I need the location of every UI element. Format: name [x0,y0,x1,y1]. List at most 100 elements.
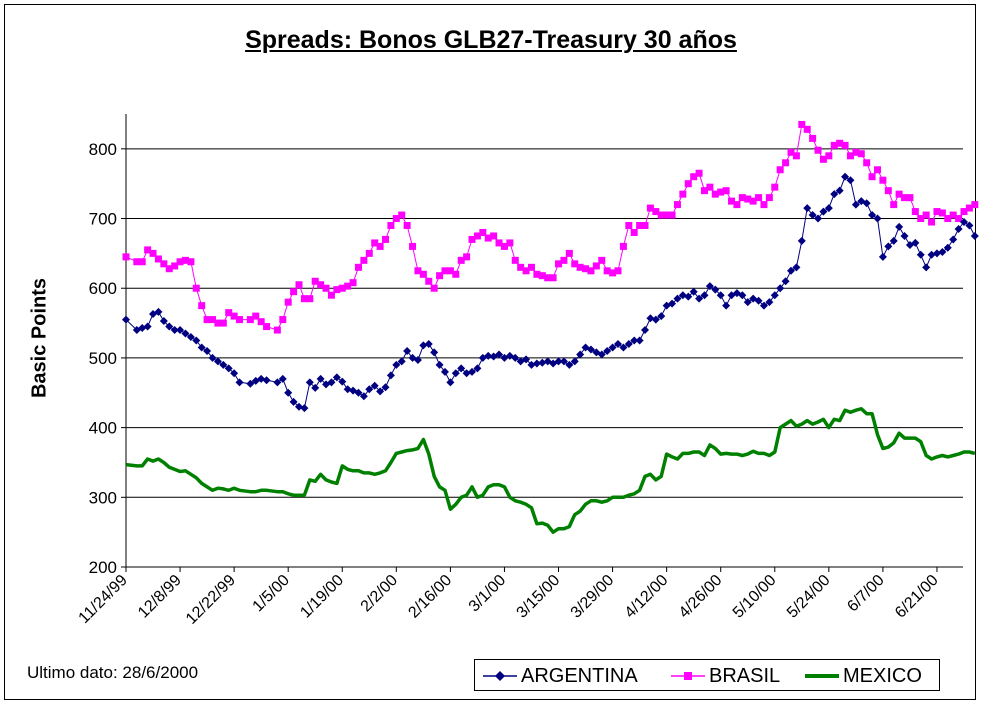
point-brasil [582,265,590,273]
point-brasil [219,319,227,327]
point-brasil [917,215,925,223]
point-brasil [165,265,173,273]
point-brasil [776,166,784,174]
point-argentina [224,364,233,373]
point-argentina [776,284,785,293]
point-brasil [463,253,471,261]
point-argentina [235,378,244,387]
point-brasil [749,197,757,205]
point-argentina [814,214,823,223]
point-brasil [565,249,573,257]
point-argentina [943,243,952,252]
point-argentina [624,339,633,348]
point-brasil [279,316,287,324]
point-argentina [181,329,190,338]
point-argentina [473,364,482,373]
point-brasil [938,209,946,217]
point-brasil [311,277,319,285]
point-argentina [219,360,228,369]
point-argentina [522,355,531,364]
point-argentina [376,387,385,396]
point-brasil [446,267,454,275]
point-brasil [673,201,681,209]
point-brasil [322,284,330,292]
point-argentina [651,315,660,324]
point-argentina [841,172,850,181]
point-argentina [159,316,168,325]
y-tick-label: 600 [89,279,117,298]
point-brasil [949,211,957,219]
point-argentina [413,356,422,365]
point-brasil [144,246,152,254]
point-argentina [922,263,931,272]
point-argentina [673,294,682,303]
point-argentina [743,298,752,307]
x-tick-label: 12/8/99 [135,572,185,622]
point-brasil [641,222,649,230]
point-brasil [181,256,189,264]
point-brasil [592,262,600,270]
point-brasil [700,187,708,195]
point-brasil [814,146,822,154]
point-argentina [273,378,282,387]
point-argentina [197,343,206,352]
point-brasil [598,256,606,264]
point-argentina [386,371,395,380]
point-brasil [733,201,741,209]
point-argentina [246,379,255,388]
point-brasil [376,242,384,250]
point-brasil [333,286,341,294]
point-argentina [446,378,455,387]
point-brasil [171,262,179,270]
point-brasil [587,267,595,275]
point-argentina [295,402,304,411]
point-brasil [338,284,346,292]
point-brasil [225,309,233,317]
point-argentina [684,292,693,301]
point-argentina [808,211,817,220]
point-argentina [835,186,844,195]
point-argentina [878,252,887,261]
legend-swatch-brasil [671,672,705,680]
point-brasil [414,267,422,275]
point-argentina [154,307,163,316]
point-brasil [209,316,217,324]
point-brasil [349,279,357,287]
point-argentina [851,200,860,209]
point-argentina [792,263,801,272]
point-argentina [262,376,271,385]
point-argentina [527,360,536,369]
point-argentina [213,357,222,366]
point-brasil [236,316,244,324]
point-brasil [511,256,519,264]
point-argentina [641,326,650,335]
point-argentina [695,294,704,303]
y-tick-label: 300 [89,488,117,507]
point-brasil [711,190,719,198]
point-brasil [652,208,660,216]
point-argentina [738,291,747,300]
point-argentina [765,298,774,307]
point-brasil [873,166,881,174]
point-brasil [160,260,168,268]
point-brasil [533,270,541,278]
point-brasil [192,284,200,292]
y-tick-label: 700 [89,210,117,229]
point-argentina [678,291,687,300]
x-tick-label: 1/19/00 [297,572,347,622]
point-argentina [457,364,466,373]
point-argentina [424,339,433,348]
point-argentina [786,266,795,275]
x-tick-label: 2/16/00 [405,572,455,622]
point-argentina [646,314,655,323]
point-brasil [517,263,525,271]
legend-label-mexico: MEXICO [843,665,922,687]
point-brasil [365,249,373,257]
point-brasil [819,155,827,163]
point-brasil [549,274,557,282]
point-argentina [797,236,806,245]
point-brasil [755,194,763,202]
point-brasil [425,277,433,285]
point-brasil [122,253,130,261]
point-argentina [440,367,449,376]
